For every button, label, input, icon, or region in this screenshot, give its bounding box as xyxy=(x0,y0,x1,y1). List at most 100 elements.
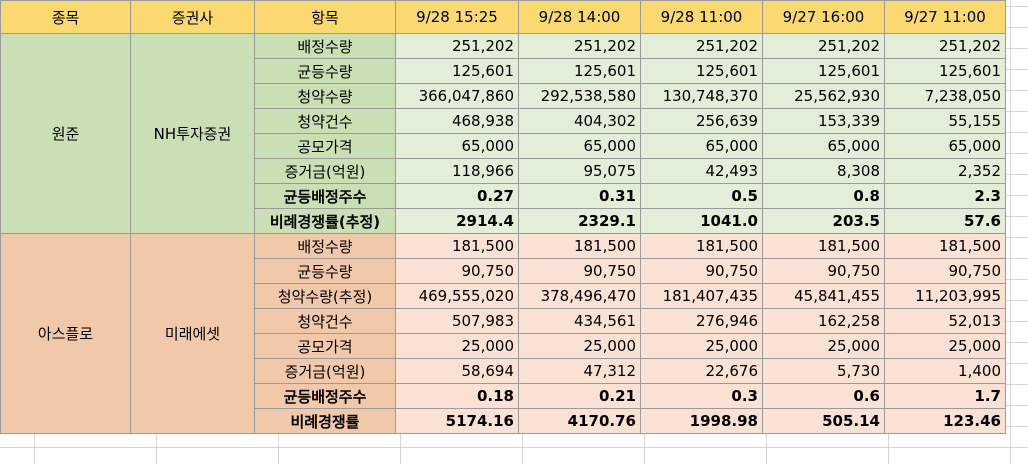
stock-name-cell[interactable]: 아스플로 xyxy=(0,233,131,434)
value-cell[interactable]: 181,500 xyxy=(762,233,885,259)
value-cell[interactable]: 1041.0 xyxy=(640,208,763,234)
value-cell[interactable]: 251,202 xyxy=(395,33,519,59)
value-cell[interactable]: 162,258 xyxy=(762,308,885,334)
value-cell[interactable]: 181,500 xyxy=(640,233,763,259)
value-cell[interactable]: 404,302 xyxy=(518,108,641,134)
value-cell[interactable]: 0.8 xyxy=(762,183,885,209)
value-cell[interactable]: 42,493 xyxy=(640,158,763,184)
header-cell[interactable]: 증권사 xyxy=(130,0,255,34)
value-cell[interactable]: 153,339 xyxy=(762,108,885,134)
value-cell[interactable]: 1.7 xyxy=(884,383,1006,409)
header-cell[interactable]: 9/27 11:00 xyxy=(884,0,1006,34)
item-label-cell[interactable]: 배정수량 xyxy=(254,33,396,59)
value-cell[interactable]: 5,730 xyxy=(762,358,885,384)
value-cell[interactable]: 251,202 xyxy=(640,33,763,59)
value-cell[interactable]: 1998.98 xyxy=(640,408,763,434)
value-cell[interactable]: 90,750 xyxy=(762,258,885,284)
value-cell[interactable]: 65,000 xyxy=(762,133,885,159)
value-cell[interactable]: 4170.76 xyxy=(518,408,641,434)
value-cell[interactable]: 125,601 xyxy=(640,58,763,84)
value-cell[interactable]: 468,938 xyxy=(395,108,519,134)
value-cell[interactable]: 25,000 xyxy=(518,333,641,359)
item-label-cell[interactable]: 공모가격 xyxy=(254,133,396,159)
value-cell[interactable]: 57.6 xyxy=(884,208,1006,234)
value-cell[interactable]: 125,601 xyxy=(518,58,641,84)
value-cell[interactable]: 11,203,995 xyxy=(884,283,1006,309)
value-cell[interactable]: 130,748,370 xyxy=(640,83,763,109)
value-cell[interactable]: 123.46 xyxy=(884,408,1006,434)
item-label-cell[interactable]: 비례경쟁률(추정) xyxy=(254,208,396,234)
value-cell[interactable]: 251,202 xyxy=(762,33,885,59)
value-cell[interactable]: 52,013 xyxy=(884,308,1006,334)
value-cell[interactable]: 125,601 xyxy=(884,58,1006,84)
value-cell[interactable]: 65,000 xyxy=(395,133,519,159)
value-cell[interactable]: 181,500 xyxy=(518,233,641,259)
item-label-cell[interactable]: 증거금(억원) xyxy=(254,358,396,384)
value-cell[interactable]: 90,750 xyxy=(518,258,641,284)
header-cell[interactable]: 항목 xyxy=(254,0,396,34)
value-cell[interactable]: 181,500 xyxy=(884,233,1006,259)
value-cell[interactable]: 45,841,455 xyxy=(762,283,885,309)
value-cell[interactable]: 25,000 xyxy=(640,333,763,359)
value-cell[interactable]: 2.3 xyxy=(884,183,1006,209)
value-cell[interactable]: 505.14 xyxy=(762,408,885,434)
item-label-cell[interactable]: 청약건수 xyxy=(254,308,396,334)
value-cell[interactable]: 47,312 xyxy=(518,358,641,384)
value-cell[interactable]: 256,639 xyxy=(640,108,763,134)
value-cell[interactable]: 366,047,860 xyxy=(395,83,519,109)
value-cell[interactable]: 90,750 xyxy=(395,258,519,284)
value-cell[interactable]: 90,750 xyxy=(640,258,763,284)
value-cell[interactable]: 95,075 xyxy=(518,158,641,184)
value-cell[interactable]: 25,562,930 xyxy=(762,83,885,109)
value-cell[interactable]: 0.5 xyxy=(640,183,763,209)
value-cell[interactable]: 181,500 xyxy=(395,233,519,259)
value-cell[interactable]: 181,407,435 xyxy=(640,283,763,309)
item-label-cell[interactable]: 공모가격 xyxy=(254,333,396,359)
item-label-cell[interactable]: 비례경쟁률 xyxy=(254,408,396,434)
value-cell[interactable]: 251,202 xyxy=(884,33,1006,59)
value-cell[interactable]: 25,000 xyxy=(762,333,885,359)
value-cell[interactable]: 65,000 xyxy=(640,133,763,159)
broker-cell[interactable]: 미래에셋 xyxy=(130,233,255,434)
header-cell[interactable]: 9/28 11:00 xyxy=(640,0,763,34)
value-cell[interactable]: 8,308 xyxy=(762,158,885,184)
value-cell[interactable]: 55,155 xyxy=(884,108,1006,134)
value-cell[interactable]: 65,000 xyxy=(884,133,1006,159)
value-cell[interactable]: 1,400 xyxy=(884,358,1006,384)
stock-name-cell[interactable]: 원준 xyxy=(0,33,131,234)
header-cell[interactable]: 종목 xyxy=(0,0,131,34)
value-cell[interactable]: 469,555,020 xyxy=(395,283,519,309)
value-cell[interactable]: 7,238,050 xyxy=(884,83,1006,109)
value-cell[interactable]: 507,983 xyxy=(395,308,519,334)
value-cell[interactable]: 2914.4 xyxy=(395,208,519,234)
value-cell[interactable]: 276,946 xyxy=(640,308,763,334)
item-label-cell[interactable]: 균등수량 xyxy=(254,258,396,284)
header-cell[interactable]: 9/28 14:00 xyxy=(518,0,641,34)
value-cell[interactable]: 90,750 xyxy=(884,258,1006,284)
value-cell[interactable]: 25,000 xyxy=(884,333,1006,359)
value-cell[interactable]: 22,676 xyxy=(640,358,763,384)
item-label-cell[interactable]: 증거금(억원) xyxy=(254,158,396,184)
value-cell[interactable]: 203.5 xyxy=(762,208,885,234)
value-cell[interactable]: 25,000 xyxy=(395,333,519,359)
value-cell[interactable]: 65,000 xyxy=(518,133,641,159)
value-cell[interactable]: 0.21 xyxy=(518,383,641,409)
header-cell[interactable]: 9/28 15:25 xyxy=(395,0,519,34)
header-cell[interactable]: 9/27 16:00 xyxy=(762,0,885,34)
value-cell[interactable]: 0.3 xyxy=(640,383,763,409)
broker-cell[interactable]: NH투자증권 xyxy=(130,33,255,234)
value-cell[interactable]: 2,352 xyxy=(884,158,1006,184)
value-cell[interactable]: 0.18 xyxy=(395,383,519,409)
value-cell[interactable]: 0.31 xyxy=(518,183,641,209)
value-cell[interactable]: 118,966 xyxy=(395,158,519,184)
value-cell[interactable]: 0.6 xyxy=(762,383,885,409)
value-cell[interactable]: 125,601 xyxy=(395,58,519,84)
value-cell[interactable]: 58,694 xyxy=(395,358,519,384)
value-cell[interactable]: 378,496,470 xyxy=(518,283,641,309)
item-label-cell[interactable]: 배정수량 xyxy=(254,233,396,259)
item-label-cell[interactable]: 균등배정주수 xyxy=(254,183,396,209)
value-cell[interactable]: 5174.16 xyxy=(395,408,519,434)
value-cell[interactable]: 251,202 xyxy=(518,33,641,59)
value-cell[interactable]: 0.27 xyxy=(395,183,519,209)
value-cell[interactable]: 292,538,580 xyxy=(518,83,641,109)
